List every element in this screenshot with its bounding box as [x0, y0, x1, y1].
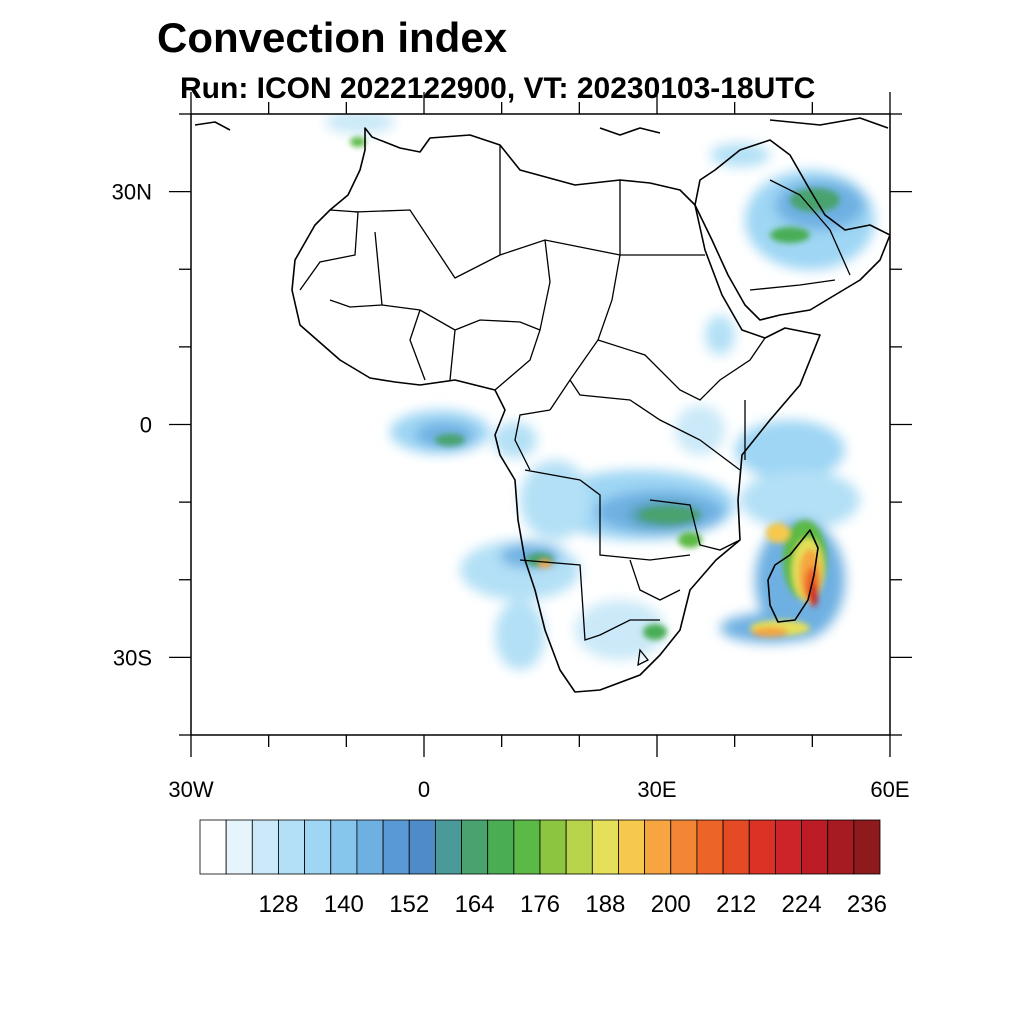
colorbar-box	[278, 819, 306, 875]
colorbar-box	[827, 819, 855, 875]
colorbar-box	[304, 819, 332, 875]
colorbar-box	[251, 819, 279, 875]
colorbar-box	[670, 819, 698, 875]
colorbar-box	[225, 819, 253, 875]
colorbar-label: 164	[455, 891, 495, 918]
colorbar-box	[382, 819, 410, 875]
colorbar-label: 176	[520, 891, 560, 918]
colorbar-box	[774, 819, 802, 875]
map-title: Convection index	[157, 14, 508, 61]
x-tick-label: 30E	[637, 777, 676, 802]
country-borders	[299, 145, 851, 667]
colorbar-box	[748, 819, 776, 875]
colorbar-box	[644, 819, 672, 875]
colorbar-label: 140	[324, 891, 364, 918]
colorbar-box	[199, 819, 227, 875]
colorbar-box	[591, 819, 619, 875]
x-tick-label: 30W	[168, 777, 213, 802]
x-tick-label: 0	[418, 777, 430, 802]
colorbar: 128 140 152 164 176 188 200 212 224 236	[199, 819, 887, 918]
colorbar-box	[513, 819, 541, 875]
colorbar-box	[539, 819, 567, 875]
africa-coastline	[291, 127, 821, 693]
colorbar-box	[434, 819, 462, 875]
field-indian-ocean	[735, 420, 845, 480]
colorbar-label: 212	[716, 891, 756, 918]
colorbar-label: 224	[782, 891, 822, 918]
y-tick-label: 0	[140, 413, 152, 438]
y-tick-label: 30N	[112, 180, 152, 205]
map-subtitle: Run: ICON 2022122900, VT: 20230103-18UTC	[180, 72, 816, 105]
colorbar-label: 236	[847, 891, 887, 918]
colorbar-box	[565, 819, 593, 875]
colorbar-label: 188	[585, 891, 625, 918]
colorbar-label: 152	[389, 891, 429, 918]
x-tick-label: 60E	[870, 777, 909, 802]
colorbar-box	[356, 819, 384, 875]
colorbar-box	[618, 819, 646, 875]
colorbar-box	[408, 819, 436, 875]
colorbar-box	[801, 819, 829, 875]
colorbar-box	[461, 819, 489, 875]
colorbar-label: 128	[258, 891, 298, 918]
colorbar-box	[330, 819, 358, 875]
map-axes: 30W 0 30E 60E 30N 0 30S	[112, 92, 912, 802]
colorbar-label: 200	[651, 891, 691, 918]
colorbar-box	[487, 819, 515, 875]
colorbar-box	[853, 819, 881, 875]
colorbar-box	[696, 819, 724, 875]
colorbar-box	[722, 819, 750, 875]
y-tick-label: 30S	[113, 645, 152, 670]
arabia-coastline	[694, 139, 890, 321]
convection-field	[325, 114, 875, 670]
madagascar-coastline	[767, 529, 819, 623]
